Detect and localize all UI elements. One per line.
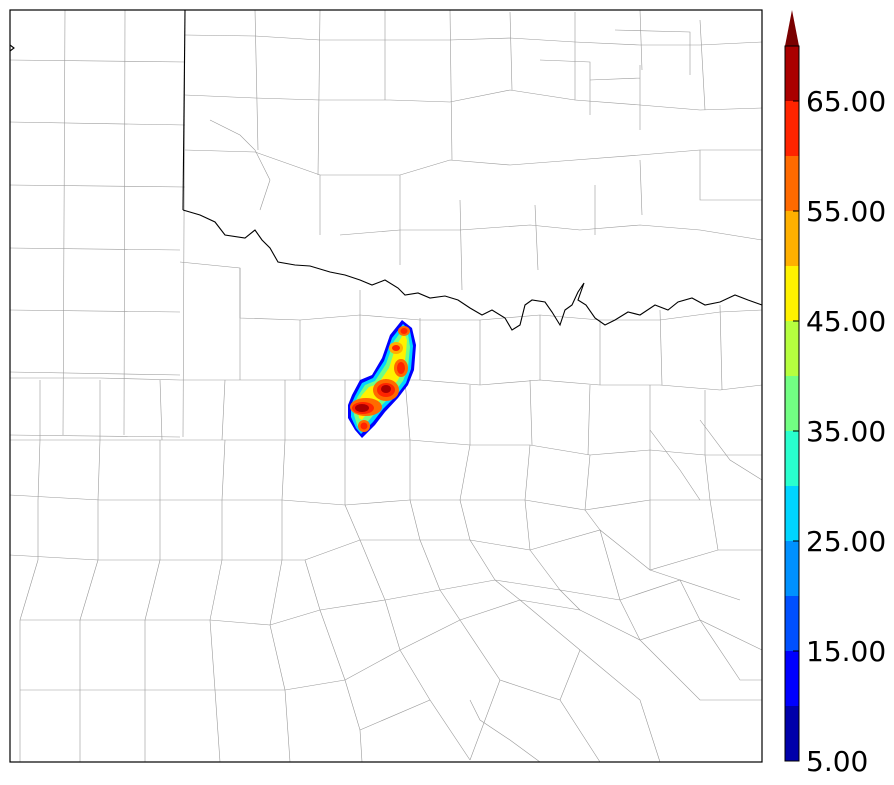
colorbar-band (785, 156, 799, 211)
colorbar-extend-arrow (785, 10, 799, 46)
colorbar-tick-label: 5.00 (806, 745, 868, 778)
storm-cell (361, 423, 368, 430)
storm-cell (397, 362, 405, 374)
colorbar-band (785, 211, 799, 266)
colorbar-tick-label: 35.00 (806, 415, 886, 448)
colorbar-tick-label: 55.00 (806, 195, 886, 228)
colorbar-tick-label: 65.00 (806, 85, 886, 118)
storm-cell (355, 404, 369, 412)
colorbar-band (785, 266, 799, 321)
colorbar-tick-label: 15.00 (806, 635, 886, 668)
colorbar-bands (785, 46, 799, 761)
storm-cell (401, 328, 408, 334)
colorbar-tick-label: 25.00 (806, 525, 886, 558)
colorbar-band (785, 486, 799, 541)
storm-cell (381, 385, 391, 393)
colorbar-band (785, 101, 799, 156)
colorbar-band (785, 431, 799, 486)
colorbar-tick-label: 45.00 (806, 305, 886, 338)
colorbar: 5.00 15.00 25.00 35.00 45.00 55.00 65.00 (785, 10, 886, 778)
colorbar-band (785, 46, 799, 101)
colorbar-band (785, 596, 799, 651)
map-panel (10, 10, 762, 762)
colorbar-band (785, 321, 799, 376)
colorbar-band (785, 376, 799, 431)
colorbar-band (785, 541, 799, 596)
colorbar-ticks: 5.00 15.00 25.00 35.00 45.00 55.00 65.00 (793, 85, 886, 778)
colorbar-band (785, 706, 799, 761)
colorbar-band (785, 651, 799, 706)
storm-cell (392, 345, 400, 351)
